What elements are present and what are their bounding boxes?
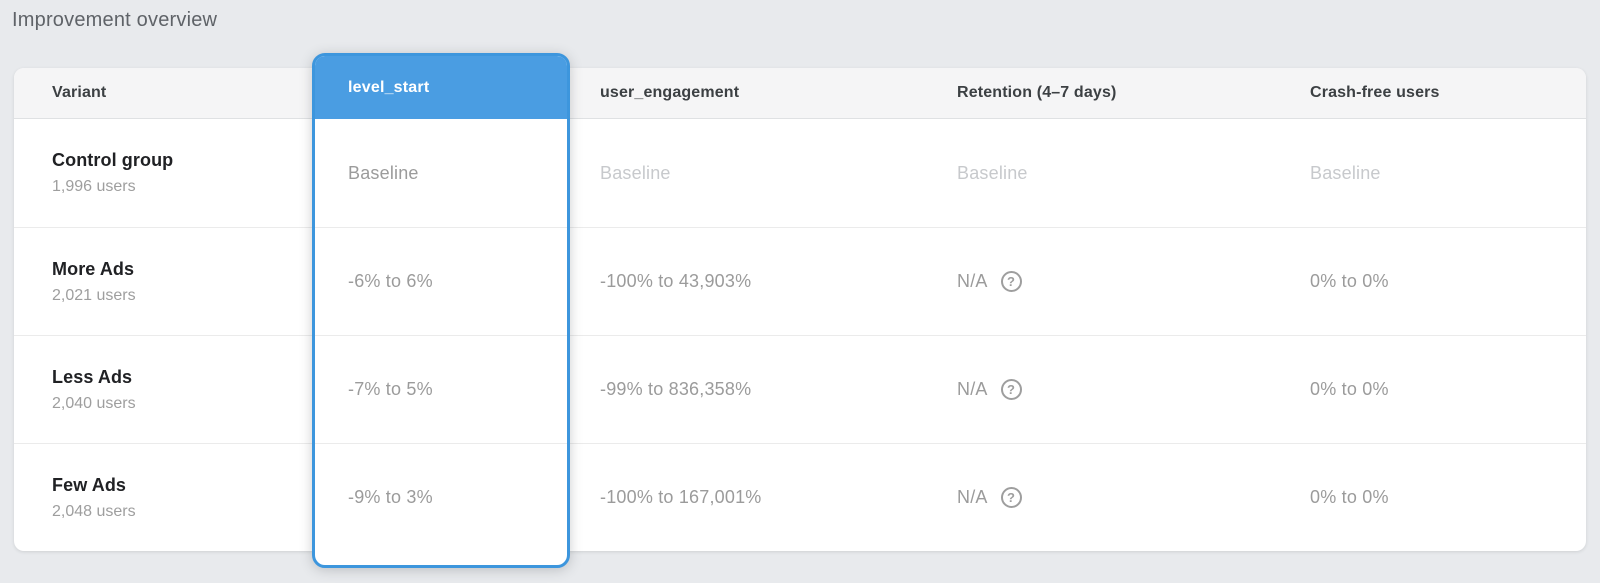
table-row-control-group: Control group 1,996 users Baseline Basel…	[14, 119, 1586, 227]
variant-user-count: 2,048 users	[52, 502, 136, 520]
variant-cell: Few Ads 2,048 users	[14, 475, 312, 521]
user-engagement-cell: Baseline	[600, 162, 671, 183]
user-engagement-cell: -99% to 836,358%	[600, 379, 752, 399]
crash-free-cell: 0% to 0%	[1310, 379, 1389, 399]
user-engagement-cell: -100% to 167,001%	[600, 487, 762, 507]
retention-cell: Baseline	[957, 162, 1028, 183]
variant-name: Control group	[52, 150, 174, 170]
retention-cell: N/A ?	[930, 379, 1286, 400]
column-header-crash-free[interactable]: Crash-free users	[1310, 84, 1440, 101]
retention-value: N/A	[957, 271, 988, 291]
variant-name: More Ads	[52, 258, 135, 279]
retention-value: N/A	[957, 487, 988, 507]
crash-free-cell: 0% to 0%	[1310, 487, 1389, 507]
level-start-cell: Baseline	[348, 162, 419, 183]
selected-metric-column: level_start Baseline -6% to 6% -7% to 5%…	[312, 53, 570, 568]
variant-name: Few Ads	[52, 474, 127, 495]
variant-cell: Less Ads 2,040 users	[14, 367, 312, 413]
table-row-less-ads: Less Ads 2,040 users -99% to 836,358% N/…	[14, 335, 1586, 443]
variant-cell: Control group 1,996 users	[14, 150, 312, 196]
column-header-user-engagement[interactable]: user_engagement	[600, 84, 740, 101]
variant-user-count: 2,021 users	[52, 286, 136, 304]
crash-free-cell: 0% to 0%	[1310, 271, 1389, 291]
column-header-variant: Variant	[52, 84, 107, 101]
improvement-overview-table: Variant user_engagement Retention (4–7 d…	[14, 53, 1586, 568]
table-header-row: Variant user_engagement Retention (4–7 d…	[14, 68, 1586, 119]
retention-cell: N/A ?	[930, 487, 1286, 508]
retention-cell: N/A ?	[930, 271, 1286, 292]
variant-user-count: 2,040 users	[52, 394, 136, 412]
help-icon[interactable]: ?	[1000, 271, 1022, 292]
column-header-retention[interactable]: Retention (4–7 days)	[957, 84, 1117, 101]
help-icon[interactable]: ?	[1000, 379, 1022, 400]
crash-free-cell: Baseline	[1310, 162, 1381, 183]
level-start-cell: -7% to 5%	[315, 335, 567, 443]
variant-cell: More Ads 2,021 users	[14, 259, 312, 305]
variant-user-count: 1,996 users	[52, 178, 136, 195]
table-row-more-ads: More Ads 2,021 users -100% to 43,903% N/…	[14, 227, 1586, 335]
retention-value: N/A	[957, 379, 988, 399]
help-icon[interactable]: ?	[1000, 487, 1022, 508]
level-start-cell: -9% to 3%	[315, 443, 567, 551]
variant-name: Less Ads	[52, 366, 133, 387]
user-engagement-cell: -100% to 43,903%	[600, 271, 752, 291]
level-start-cell: -6% to 6%	[315, 227, 567, 335]
page-title: Improvement overview	[12, 9, 218, 31]
table-row-few-ads: Few Ads 2,048 users -100% to 167,001% N/…	[14, 443, 1586, 551]
column-header-level-start[interactable]: level_start	[315, 56, 567, 119]
